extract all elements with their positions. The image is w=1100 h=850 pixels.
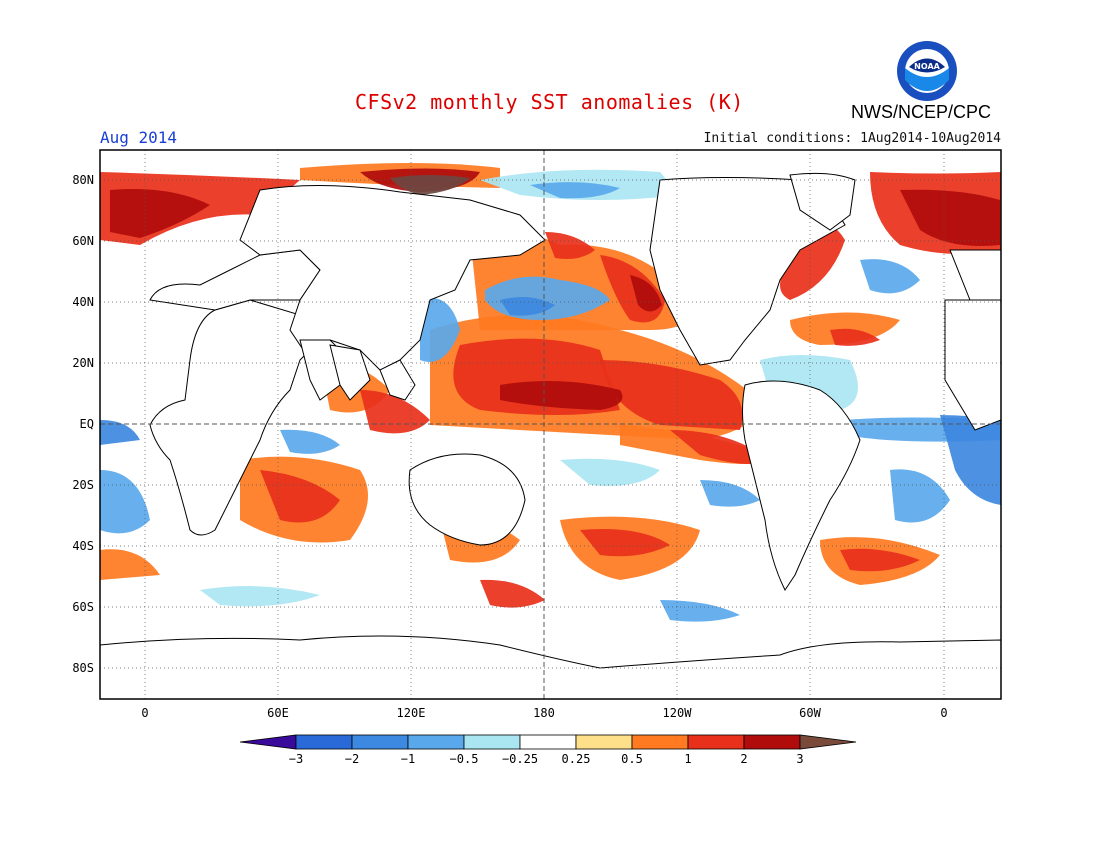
landmass <box>329 344 371 401</box>
landmass <box>379 359 416 401</box>
colorbar-tick-label: 0.25 <box>562 752 591 766</box>
latitude-label: 60S <box>72 600 94 614</box>
longitude-label: 0 <box>141 706 148 720</box>
anomaly-field <box>100 163 1001 622</box>
colorbar-arrow-low <box>239 734 297 750</box>
latitude-label: EQ <box>80 417 94 431</box>
longitude-label: 120W <box>663 706 693 720</box>
longitude-label: 180 <box>533 706 555 720</box>
landmass <box>149 299 321 536</box>
anomaly-region <box>860 259 920 294</box>
longitude-label: 0 <box>940 706 947 720</box>
logo-text: NOAA <box>914 62 940 71</box>
landmass <box>944 299 1001 431</box>
landmass <box>239 184 546 371</box>
colorbar-swatch <box>295 734 353 750</box>
anomaly-region <box>545 232 595 259</box>
colorbar <box>239 734 857 750</box>
colorbar-swatch <box>351 734 409 750</box>
anomaly-region <box>480 579 545 608</box>
colorbar-tick-label: 3 <box>796 752 803 766</box>
land-mask <box>100 172 1001 699</box>
colorbar-tick-label: −1 <box>401 752 415 766</box>
landmass <box>408 453 526 546</box>
longitude-label: 60W <box>799 706 821 720</box>
latitude-label: 80N <box>72 173 94 187</box>
landmass <box>100 635 1001 699</box>
chart-title: CFSv2 monthly SST anomalies (K) <box>355 90 744 114</box>
colorbar-tick-label: −0.25 <box>502 752 538 766</box>
longitude-label: 60E <box>267 706 289 720</box>
latitude-label: 40S <box>72 539 94 553</box>
anomaly-region <box>390 175 470 195</box>
anomaly-region <box>500 381 623 410</box>
colorbar-swatch <box>631 734 689 750</box>
latitude-label: 80S <box>72 661 94 675</box>
colorbar-tick-label: −3 <box>289 752 303 766</box>
colorbar-swatch <box>575 734 633 750</box>
landmass <box>149 249 321 311</box>
anomaly-region <box>830 328 880 346</box>
anomaly-region <box>280 429 340 454</box>
grid-lines <box>100 150 1001 699</box>
colorbar-tick-label: 2 <box>740 752 747 766</box>
colorbar-tick-label: −0.5 <box>450 752 479 766</box>
anomaly-region <box>630 275 662 312</box>
latitude-label: 40N <box>72 295 94 309</box>
anomaly-region <box>700 480 760 507</box>
anomaly-region <box>580 529 670 557</box>
anomaly-region <box>890 469 950 523</box>
anomaly-region <box>530 182 620 199</box>
colorbar-tick-label: −2 <box>345 752 359 766</box>
anomaly-region <box>940 415 1001 505</box>
agency-label: NWS/NCEP/CPC <box>851 102 992 122</box>
anomaly-region <box>200 586 320 607</box>
anomaly-region <box>840 548 920 572</box>
anomaly-region <box>100 470 150 534</box>
colorbar-swatch <box>687 734 745 750</box>
latitude-labels: 80N 60N 40N 20N EQ 20S 40S 60S 80S <box>72 173 94 675</box>
month-label: Aug 2014 <box>100 128 178 147</box>
noaa-logo-icon: NOAA <box>897 41 957 101</box>
map-frame <box>99 149 1002 700</box>
colorbar-tick-label: 0.5 <box>621 752 643 766</box>
colorbar-swatch <box>463 734 521 750</box>
longitude-label: 120E <box>397 706 426 720</box>
colorbar-labels: −3 −2 −1 −0.5 −0.25 0.25 0.5 1 2 3 <box>289 752 804 766</box>
anomaly-region <box>110 189 210 238</box>
landmass <box>742 380 861 591</box>
colorbar-swatch <box>519 734 577 750</box>
anomaly-region <box>670 430 770 464</box>
landmass <box>949 249 1001 301</box>
initial-conditions-label: Initial conditions: 1Aug2014-10Aug2014 <box>703 131 1001 146</box>
latitude-label: 20S <box>72 478 94 492</box>
colorbar-swatch <box>743 734 801 750</box>
anomaly-region <box>420 298 460 362</box>
landmass <box>789 172 856 231</box>
anomaly-region <box>260 470 340 523</box>
latitude-label: 20N <box>72 356 94 370</box>
anomaly-region <box>100 420 140 445</box>
anomaly-region <box>900 189 1000 246</box>
anomaly-region <box>660 600 740 622</box>
colorbar-tick-label: 1 <box>684 752 691 766</box>
colorbar-arrow-high <box>799 734 857 750</box>
longitude-labels: 0 60E 120E 180 120W 60W 0 <box>141 706 947 720</box>
anomaly-region <box>500 296 555 316</box>
anomaly-region <box>360 390 430 434</box>
anomaly-region <box>100 549 160 580</box>
anomaly-region <box>560 458 660 486</box>
anomaly-region <box>600 360 743 430</box>
latitude-label: 60N <box>72 234 94 248</box>
colorbar-swatch <box>407 734 465 750</box>
